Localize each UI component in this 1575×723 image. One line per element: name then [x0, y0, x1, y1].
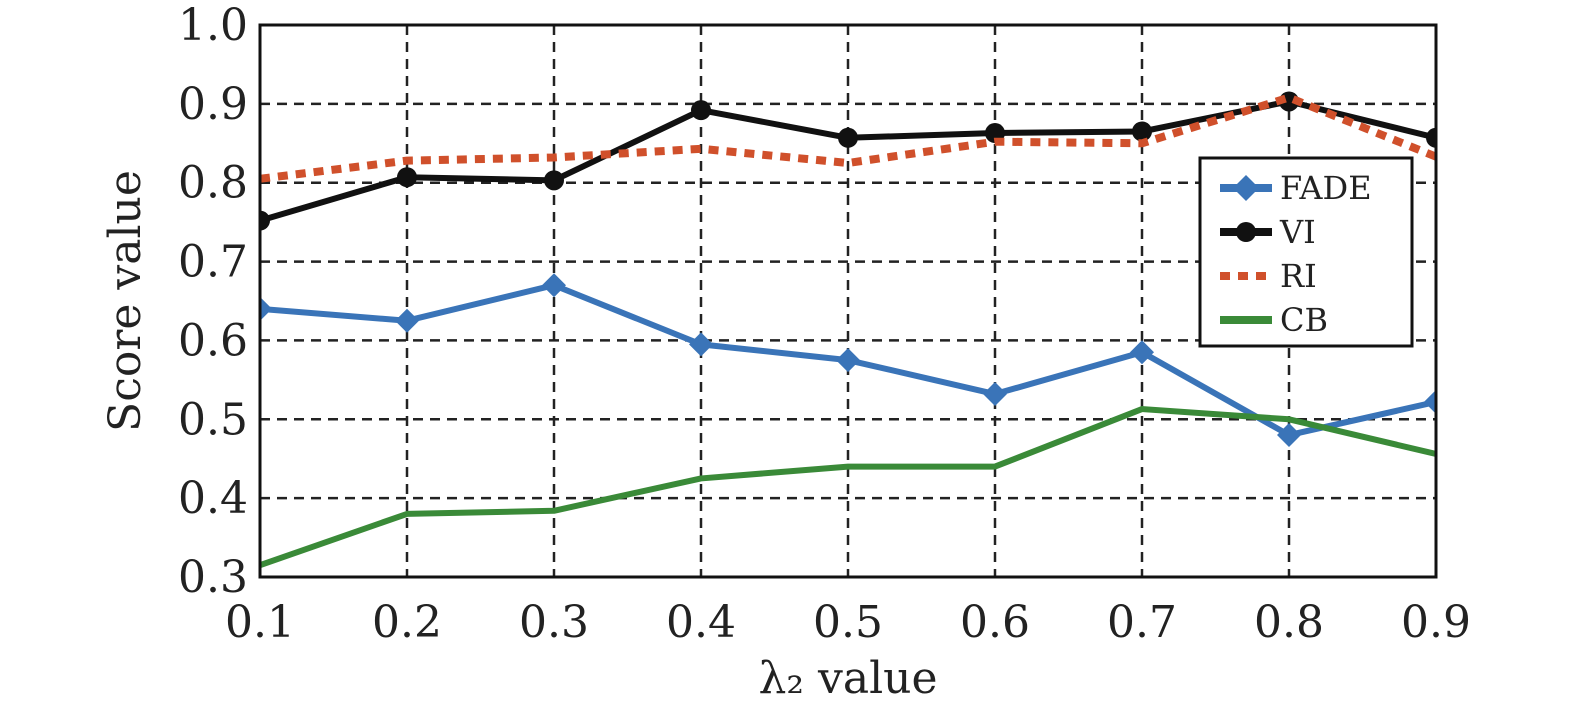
legend: FADE VI RI CB [1198, 156, 1414, 348]
data-point [1426, 127, 1436, 148]
legend-item-cb: CB [1220, 301, 1328, 339]
legend-label: FADE [1280, 169, 1372, 207]
x-tick-label: 0.8 [1254, 597, 1324, 648]
data-point [260, 210, 270, 231]
y-tick-label: 0.3 [178, 552, 248, 603]
legend-label: RI [1280, 257, 1317, 295]
legend-item-vi: VI [1220, 213, 1316, 251]
x-tick-label: 0.3 [519, 597, 589, 648]
legend-label: CB [1280, 301, 1328, 339]
legend-marker [1233, 175, 1259, 201]
legend-item-ri: RI [1220, 257, 1317, 295]
data-point [1130, 340, 1154, 365]
x-axis-title: λ₂ value [758, 653, 937, 704]
data-point [542, 273, 566, 298]
x-tick-label: 0.1 [225, 597, 295, 648]
data-point [395, 308, 419, 333]
data-point [260, 296, 272, 321]
x-tick-label: 0.2 [372, 597, 442, 648]
tick-labels: 0.1 0.2 0.3 0.4 0.5 0.6 0.7 0.8 0.9 0.3 0.4 0.5 0.6 0… [178, 0, 1471, 648]
y-tick-label: 0.8 [178, 158, 248, 209]
x-tick-label: 0.5 [813, 597, 883, 648]
y-tick-label: 0.4 [178, 473, 248, 524]
legend-item-fade: FADE [1220, 169, 1372, 207]
y-tick-label: 0.9 [178, 79, 248, 130]
y-tick-label: 0.7 [178, 237, 248, 288]
x-tick-label: 0.7 [1107, 597, 1177, 648]
data-point [689, 332, 713, 357]
data-point [838, 127, 858, 148]
series-fade [260, 273, 1436, 448]
legend-marker [1236, 222, 1256, 242]
x-tick-label: 0.4 [666, 597, 736, 648]
x-tick-label: 0.6 [960, 597, 1030, 648]
data-point [397, 167, 417, 188]
data-point [1132, 121, 1152, 142]
legend-label: VI [1279, 213, 1316, 251]
x-tick-label: 0.9 [1401, 597, 1471, 648]
data-point [544, 170, 564, 191]
y-tick-label: 1.0 [178, 0, 248, 51]
data-point [1277, 423, 1301, 448]
plot-frame [258, 23, 1438, 579]
y-axis-title: Score value [100, 170, 151, 432]
data-point [836, 348, 860, 373]
y-tick-label: 0.6 [178, 315, 248, 366]
series-cb [260, 406, 1436, 569]
series-line-cb [260, 406, 1436, 569]
y-tick-label: 0.5 [178, 394, 248, 445]
series-layer [260, 91, 1436, 569]
data-point [1424, 389, 1436, 414]
data-point [691, 100, 711, 121]
data-point [983, 382, 1007, 407]
